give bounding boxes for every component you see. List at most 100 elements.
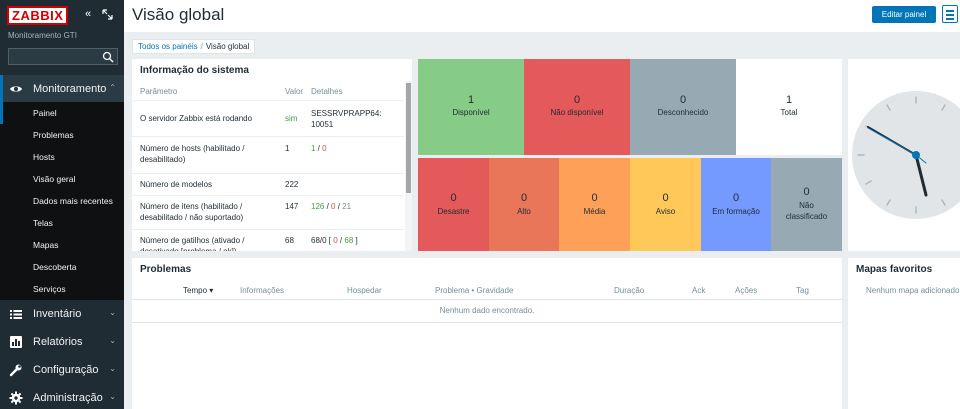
widget-title: Mapas favoritos — [856, 264, 933, 275]
kiosk-mode-icon[interactable] — [102, 9, 113, 20]
column-header-actions: Ações — [735, 286, 758, 295]
table-row: O servidor Zabbix está rodando sim SESSR… — [132, 100, 404, 136]
severity-count: 0 — [803, 186, 810, 198]
status-count: 0 — [679, 94, 687, 106]
breadcrumb: Todos os painéis / Visão global — [132, 39, 256, 54]
divider — [132, 299, 842, 300]
breadcrumb-all-dashboards[interactable]: Todos os painéis — [138, 42, 198, 51]
details-cell: SESSRVPRAPP64: 10051 — [311, 109, 382, 129]
enabled-count: 126 — [311, 202, 325, 211]
status-count: 1 — [467, 94, 475, 106]
severity-label: Aviso — [655, 207, 676, 216]
submenu-monitoramento: Painel Problemas Hosts Visão geral Dados… — [0, 102, 124, 300]
submenu-item-visao-geral[interactable]: Visão geral — [33, 174, 76, 184]
disabled-count: 0 — [322, 144, 327, 153]
host-status-available[interactable]: 1 Disponível — [418, 59, 524, 155]
clock-face — [852, 91, 960, 219]
empty-message: Nenhum dado encontrado. — [439, 306, 535, 315]
table-row: Número de modelos 222 — [132, 173, 404, 195]
menu-section-label: Inventário — [33, 308, 82, 320]
ok-count: 68 — [344, 236, 354, 245]
column-header-time[interactable]: Tempo ▾ — [183, 286, 214, 295]
severity-count: 0 — [450, 192, 457, 204]
severity-label: Média — [583, 207, 606, 216]
menu-section-label: Configuração — [33, 364, 99, 376]
menu-section-label: Administração — [33, 392, 103, 404]
severity-information[interactable]: 0 Em formação — [701, 158, 771, 251]
status-label: Desconhecido — [657, 108, 709, 117]
host-status-total[interactable]: 1 Total — [736, 59, 842, 155]
scrollbar-thumb[interactable] — [406, 83, 411, 193]
submenu-item-telas[interactable]: Telas — [33, 218, 53, 228]
severity-not-classified[interactable]: 0 Não classificado — [771, 158, 842, 251]
search-icon[interactable] — [102, 51, 114, 63]
menu-section-relatorios[interactable]: Relatórios ⌄ — [0, 328, 124, 356]
dashboard-actions-menu-icon[interactable] — [942, 5, 958, 23]
severity-label: Alto — [517, 207, 531, 216]
submenu-item-servicos[interactable]: Serviços — [33, 284, 66, 294]
column-header-duration: Duração — [614, 286, 645, 295]
header: Visão global Editar painel — [124, 0, 960, 32]
list-icon — [10, 310, 22, 319]
submenu-item-problemas[interactable]: Problemas — [33, 130, 74, 140]
enabled-count: 1 — [311, 144, 316, 153]
param-cell: Número de hosts (habilitado / desabilita… — [140, 144, 245, 164]
search-input[interactable] — [9, 49, 99, 64]
severity-disaster[interactable]: 0 Desastre — [418, 158, 489, 251]
chevron-down-icon: ⌄ — [109, 336, 116, 345]
chevron-down-icon: ⌄ — [109, 364, 116, 373]
empty-message: Nenhum mapa adicionado. — [866, 286, 960, 295]
severity-label: Desastre — [437, 207, 470, 216]
table-row: Número de itens (habilitado / desabilita… — [132, 195, 404, 229]
submenu-item-dados-mais-recentes[interactable]: Dados mais recentes — [33, 196, 113, 206]
widget-problems-by-severity: 0 Desastre 0 Alto 0 Média 0 Aviso 0 Em formaç… — [418, 158, 842, 251]
severity-average[interactable]: 0 Média — [559, 158, 630, 251]
severity-label: Em formação — [712, 207, 760, 216]
chevron-down-icon: ⌄ — [109, 392, 116, 401]
eye-icon — [10, 86, 22, 92]
severity-warning[interactable]: 0 Aviso — [630, 158, 701, 251]
column-header: Detalhes — [311, 87, 343, 96]
server-name: Monitoramento GTI — [8, 31, 77, 40]
severity-count: 0 — [520, 192, 528, 204]
param-cell: Número de itens (habilitado / desabilita… — [140, 202, 244, 222]
status-count: 0 — [573, 94, 581, 106]
submenu-item-descoberta[interactable]: Descoberta — [33, 262, 77, 272]
breadcrumb-separator: / — [200, 42, 203, 51]
submenu-item-mapas[interactable]: Mapas — [33, 240, 59, 250]
problem-count: 0 — [333, 236, 338, 245]
edit-dashboard-button[interactable]: Editar painel — [872, 6, 936, 23]
host-status-unknown[interactable]: 0 Desconhecido — [630, 59, 736, 155]
status-count: 1 — [785, 94, 793, 106]
status-label: Disponível — [452, 108, 490, 117]
scrollbar[interactable] — [405, 81, 412, 251]
severity-high[interactable]: 0 Alto — [489, 158, 559, 251]
menu-section-inventario[interactable]: Inventário ⌄ — [0, 300, 124, 328]
column-header-problem-severity: Problema • Gravidade — [435, 286, 514, 295]
host-status-unavailable[interactable]: 0 Não disponível — [524, 59, 630, 155]
widget-system-info: Informação do sistema Parâmetro Valor De… — [132, 59, 412, 251]
submenu-item-painel[interactable]: Painel — [0, 102, 124, 124]
param-cell: Número de modelos — [140, 180, 213, 189]
gear-icon — [9, 391, 23, 405]
menu-section-administracao[interactable]: Administração ⌄ — [0, 384, 124, 409]
widget-host-availability: 1 Disponível 0 Não disponível 0 Desconhecid… — [418, 59, 842, 155]
submenu-item-hosts[interactable]: Hosts — [33, 152, 55, 162]
column-header-info: Informações — [240, 286, 285, 295]
collapse-sidebar-icon[interactable]: « — [85, 8, 92, 20]
status-label: Não disponível — [550, 108, 604, 117]
severity-count: 0 — [591, 192, 598, 204]
widget-title: Problemas — [140, 264, 192, 275]
menu-section-configuracao[interactable]: Configuração ⌄ — [0, 356, 124, 384]
bracket-close: ] — [355, 236, 358, 245]
column-header: Valor — [285, 87, 304, 96]
zabbix-logo[interactable]: ZABBIX — [7, 6, 69, 25]
menu-section-monitoramento[interactable]: Monitoramento ⌃ — [0, 75, 124, 103]
column-header-ack: Ack — [692, 286, 706, 295]
value-cell: 222 — [285, 180, 299, 189]
widget-clock — [848, 59, 960, 251]
wrench-icon — [9, 364, 22, 377]
menu-section-label: Monitoramento — [33, 83, 107, 95]
status-label: Total — [780, 108, 798, 117]
value-cell: sim — [285, 114, 298, 123]
